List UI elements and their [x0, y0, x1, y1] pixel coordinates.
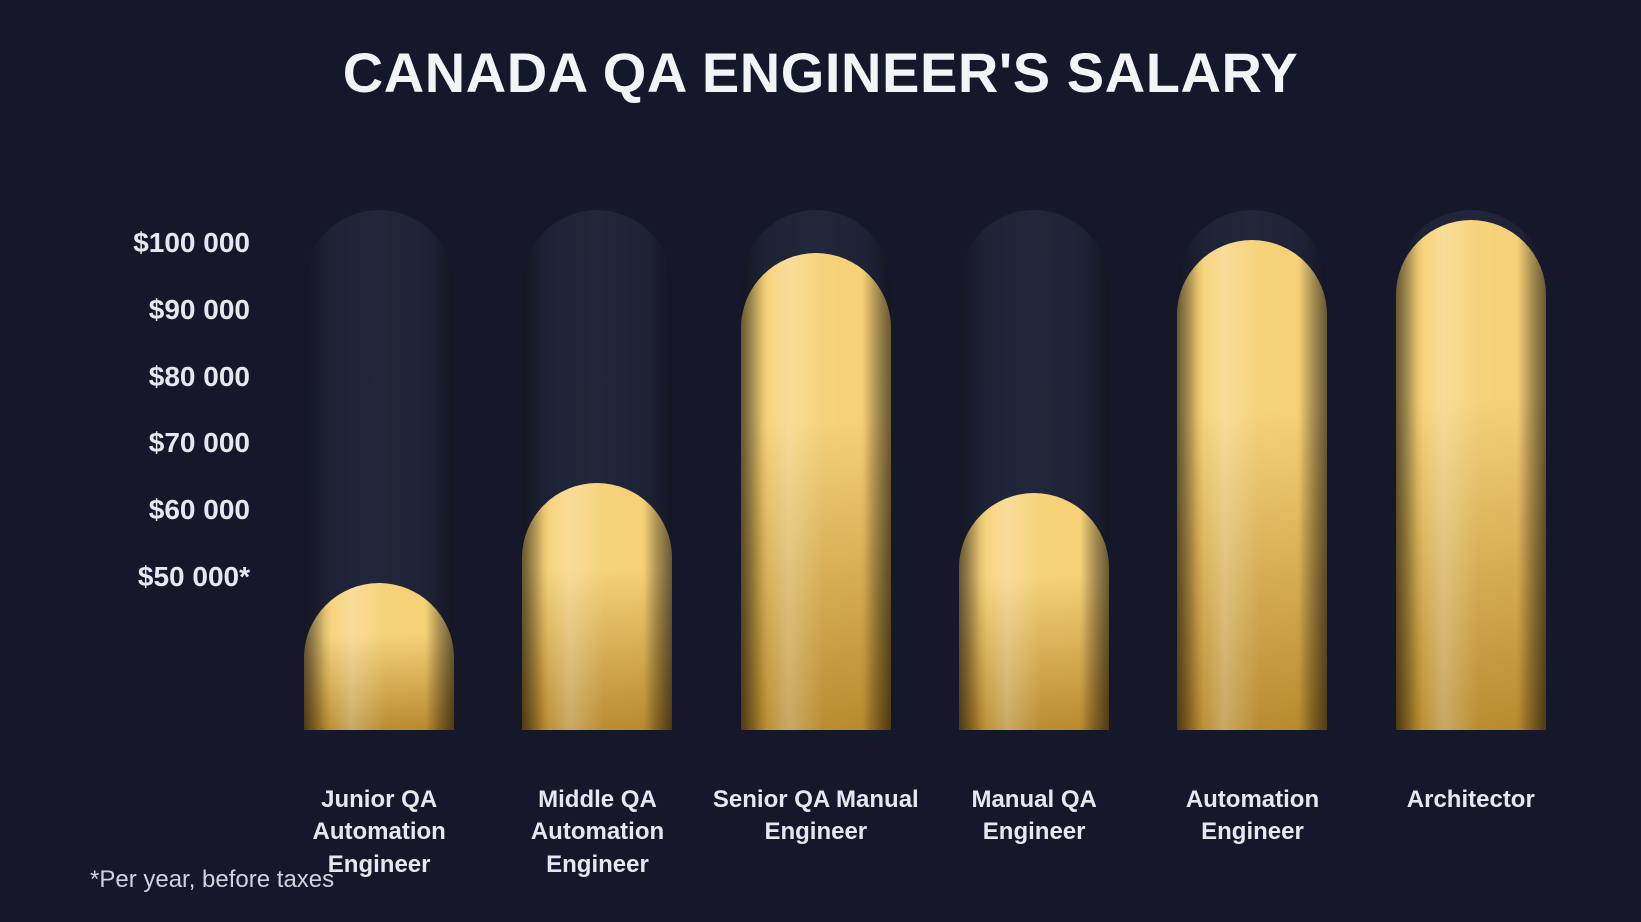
chart-title: CANADA QA ENGINEER'S SALARY — [0, 40, 1641, 105]
bar-fill — [1177, 240, 1327, 730]
y-tick: $100 000 — [133, 227, 250, 259]
y-tick: $90 000 — [149, 294, 250, 326]
y-tick: $80 000 — [149, 361, 250, 393]
bar-track — [522, 210, 672, 730]
bar-track — [304, 210, 454, 730]
y-tick: $70 000 — [149, 427, 250, 459]
bar-slot: Junior QA Automation Engineer — [270, 190, 488, 760]
chart-area: $100 000 $90 000 $80 000 $70 000 $60 000 $50 … — [80, 190, 1580, 760]
bar-category-label: Automation Engineer — [1147, 760, 1357, 849]
bars-zone: Junior QA Automation EngineerMiddle QA A… — [270, 190, 1580, 760]
bar-slot: Architector — [1362, 190, 1580, 760]
y-axis: $100 000 $90 000 $80 000 $70 000 $60 000 $50 … — [80, 190, 250, 760]
bar-category-label: Middle QA Automation Engineer — [492, 760, 702, 881]
bar-fill — [522, 483, 672, 730]
bar-slot: Middle QA Automation Engineer — [488, 190, 706, 760]
bar-fill — [1396, 220, 1546, 730]
bar-category-label: Manual QA Engineer — [929, 760, 1139, 849]
bar-track — [741, 210, 891, 730]
bar-fill — [741, 253, 891, 730]
bar-slot: Automation Engineer — [1143, 190, 1361, 760]
bar-category-label: Architector — [1366, 760, 1576, 816]
bar-category-label: Senior QA Manual Engineer — [711, 760, 921, 849]
chart-canvas: CANADA QA ENGINEER'S SALARY $100 000 $90 … — [0, 0, 1641, 922]
bar-slot: Manual QA Engineer — [925, 190, 1143, 760]
bar-track — [1396, 210, 1546, 730]
y-tick: $50 000* — [138, 561, 250, 593]
bar-slot: Senior QA Manual Engineer — [707, 190, 925, 760]
bar-track — [959, 210, 1109, 730]
bar-fill — [304, 583, 454, 730]
y-tick: $60 000 — [149, 494, 250, 526]
bar-fill — [959, 493, 1109, 730]
bar-category-label: Junior QA Automation Engineer — [274, 760, 484, 881]
bar-track — [1177, 210, 1327, 730]
chart-footnote: *Per year, before taxes — [90, 866, 334, 894]
